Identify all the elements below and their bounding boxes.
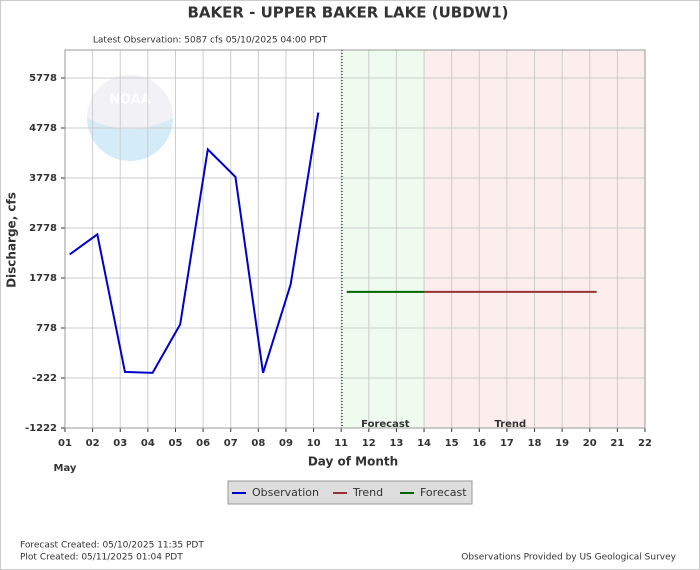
legend-label: Forecast — [420, 486, 467, 499]
legend-box — [227, 480, 473, 505]
x-tick-label: 03 — [113, 438, 127, 449]
x-tick-label: 14 — [417, 438, 431, 449]
x-tick-label: 08 — [251, 438, 265, 449]
y-axis-label: Discharge, cfs — [5, 192, 19, 288]
legend-label: Trend — [352, 486, 383, 499]
x-tick-label: 17 — [500, 438, 514, 449]
x-tick-label: 09 — [279, 438, 293, 449]
y-tick-label: -222 — [32, 373, 57, 384]
x-tick-label: 02 — [86, 438, 100, 449]
y-tick-label: 1778 — [29, 273, 57, 284]
x-tick-label: 21 — [610, 438, 624, 449]
x-tick-label: 13 — [389, 438, 403, 449]
plot-border — [64, 49, 646, 429]
footer-text: Plot Created: 05/11/2025 01:04 PDT — [20, 553, 183, 563]
x-tick-label: 10 — [307, 438, 321, 449]
x-tick-label: 01 — [58, 438, 72, 449]
y-tick-label: 5778 — [29, 73, 57, 84]
month-label: May — [54, 463, 77, 474]
footer-text: Observations Provided by US Geological S… — [461, 553, 676, 563]
x-tick-label: 04 — [141, 438, 155, 449]
x-tick-label: 11 — [334, 438, 348, 449]
y-tick-label: 3778 — [29, 173, 57, 184]
x-axis-label: Day of Month — [308, 455, 398, 469]
chart-title: BAKER - UPPER BAKER LAKE (UBDW1) — [187, 4, 508, 22]
x-tick-label: 20 — [583, 438, 597, 449]
y-tick-label: -1222 — [25, 423, 57, 434]
x-tick-label: 12 — [362, 438, 376, 449]
x-tick-label: 06 — [196, 438, 210, 449]
y-tick-label: 4778 — [29, 123, 57, 134]
x-tick-label: 22 — [638, 438, 652, 449]
chart-subtitle: Latest Observation: 5087 cfs 05/10/2025 … — [93, 36, 328, 46]
line — [69, 112, 320, 374]
x-tick-label: 16 — [472, 438, 486, 449]
region-label: Forecast — [361, 419, 410, 430]
x-tick-label: 18 — [528, 438, 542, 449]
region — [342, 50, 425, 428]
logo — [87, 75, 173, 129]
logo-text: NOAA — [109, 93, 151, 108]
footer-text: Forecast Created: 05/10/2025 11:35 PDT — [20, 541, 204, 551]
region-label: Trend — [494, 419, 526, 430]
x-tick-label: 15 — [445, 438, 459, 449]
legend-label: Observation — [252, 486, 319, 499]
y-tick-label: 2778 — [29, 223, 57, 234]
x-tick-label: 07 — [224, 438, 238, 449]
x-tick-label: 19 — [555, 438, 569, 449]
x-tick-label: 05 — [169, 438, 183, 449]
y-tick-label: 778 — [36, 323, 57, 334]
